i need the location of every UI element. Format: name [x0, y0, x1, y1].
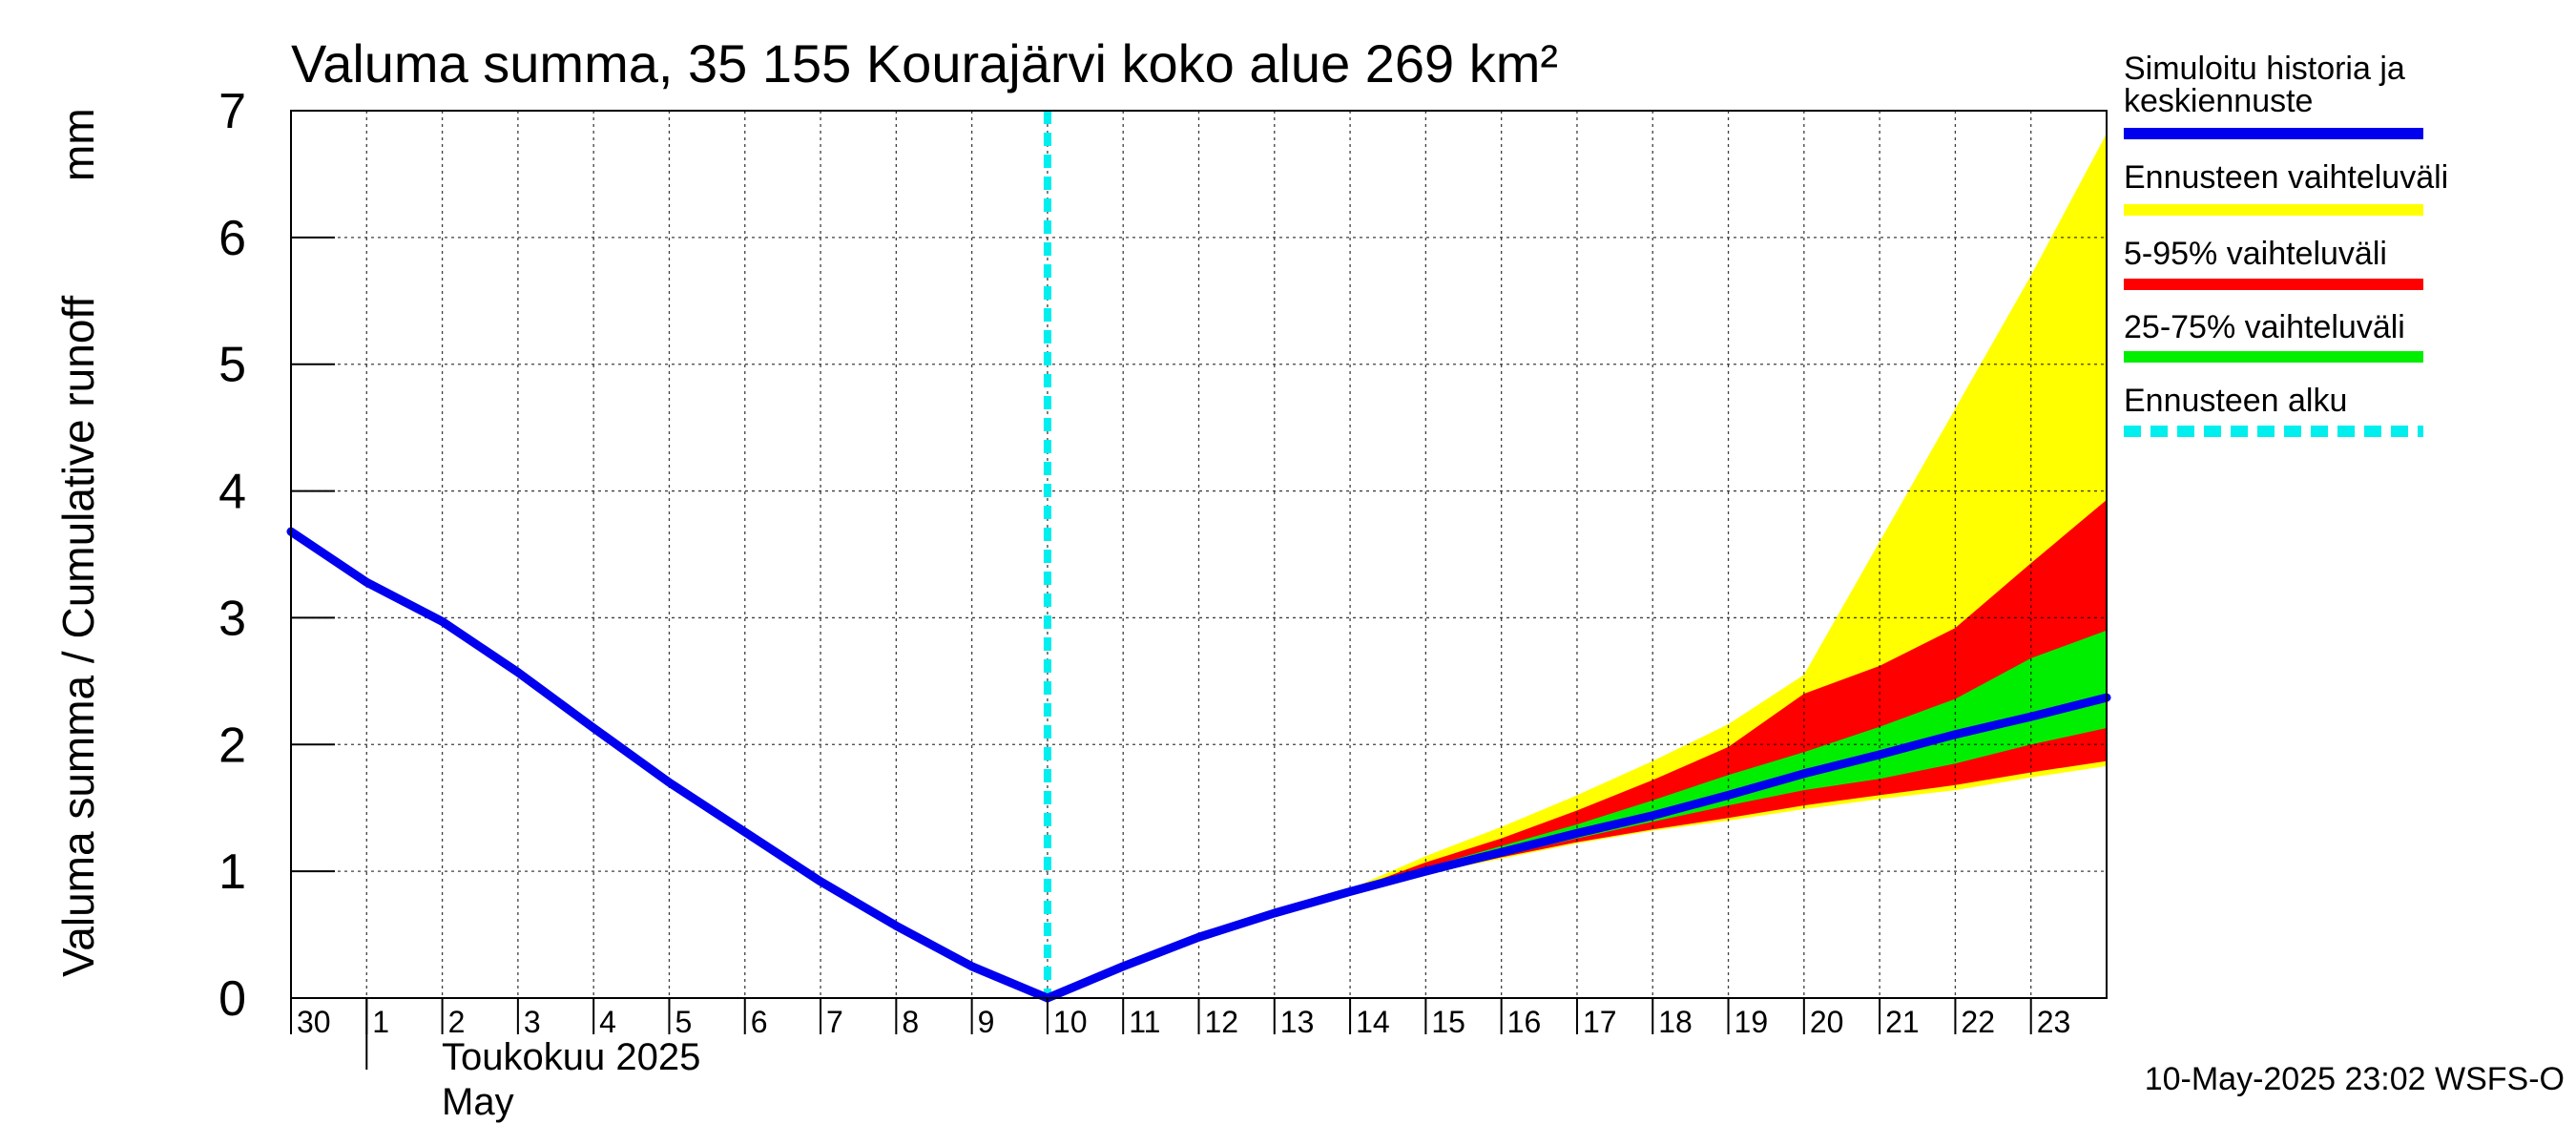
x-tick-label: 5: [675, 1005, 692, 1039]
y-tick-label: 6: [218, 211, 246, 266]
history-line: [286, 527, 1052, 1003]
y-tick-label: 4: [218, 465, 246, 520]
x-tick-label: 13: [1280, 1005, 1315, 1039]
legend-label: keskiennuste: [2124, 83, 2313, 119]
y-axis-unit: mm: [53, 108, 103, 181]
y-tick-label: 3: [218, 591, 246, 646]
x-tick-label: 7: [826, 1005, 843, 1039]
legend-label: Ennusteen vaihteluväli: [2124, 159, 2448, 196]
legend-label: 25-75% vaihteluväli: [2124, 309, 2405, 345]
legend-label: 5-95% vaihteluväli: [2124, 236, 2387, 272]
x-tick-label: 18: [1658, 1005, 1693, 1039]
grid-lines: [291, 111, 2107, 998]
x-tick-label: 17: [1583, 1005, 1617, 1039]
x-tick-label: 19: [1735, 1005, 1769, 1039]
x-tick-label: 1: [372, 1005, 389, 1039]
y-axis-label: Valuma summa / Cumulative runoff: [53, 296, 103, 977]
x-axis: 30 1 2 3 4 5 6 7 8 9 10 11 12 13 14 15 16 17 18 19 20 21 22 23: [290, 998, 2071, 1070]
x-tick-label: 21: [1885, 1005, 1920, 1039]
month-label-en: May: [442, 1081, 514, 1123]
x-tick-label: 4: [599, 1005, 616, 1039]
x-tick-label: 3: [524, 1005, 541, 1039]
y-tick-label: 0: [218, 971, 246, 1027]
y-tick-label: 7: [218, 84, 246, 139]
legend-label: Ennusteen alku: [2124, 383, 2347, 419]
x-tick-label: 23: [2037, 1005, 2071, 1039]
x-tick-label: 2: [448, 1005, 466, 1039]
y-tick-label: 2: [218, 718, 246, 773]
x-tick-label: 8: [902, 1005, 919, 1039]
x-tick-label: 30: [297, 1005, 331, 1039]
x-tick-label: 20: [1810, 1005, 1844, 1039]
legend-label: Simuloitu historia ja: [2124, 51, 2405, 87]
timestamp: 10-May-2025 23:02 WSFS-O: [2145, 1061, 2565, 1097]
chart-title: Valuma summa, 35 155 Kourajärvi koko alu…: [291, 33, 1558, 94]
x-tick-label: 9: [978, 1005, 995, 1039]
x-tick-label: 16: [1507, 1005, 1542, 1039]
y-tick-label: 1: [218, 844, 246, 900]
plot-area: [286, 110, 2111, 1003]
x-tick-label: 22: [1961, 1005, 1995, 1039]
x-tick-label: 6: [751, 1005, 768, 1039]
y-axis: 0 1 2 3 4 5 6 7: [218, 84, 335, 1027]
x-tick-label: 11: [1129, 1005, 1160, 1039]
month-label-fi: Toukokuu 2025: [442, 1036, 700, 1078]
x-tick-label: 12: [1205, 1005, 1239, 1039]
x-tick-label: 15: [1431, 1005, 1465, 1039]
x-tick-label: 14: [1356, 1005, 1390, 1039]
series-lines: [286, 111, 2111, 1003]
x-tick-label: 10: [1053, 1005, 1088, 1039]
y-tick-label: 5: [218, 338, 246, 393]
median-forecast-line: [1043, 693, 2111, 1003]
